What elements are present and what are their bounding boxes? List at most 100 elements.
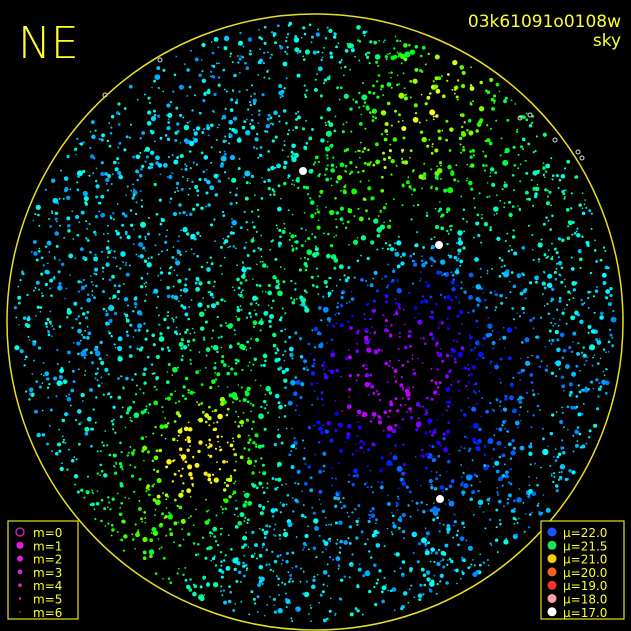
star	[424, 177, 427, 180]
star	[601, 379, 607, 385]
star	[188, 588, 193, 592]
star	[461, 556, 463, 559]
star	[279, 366, 283, 370]
star	[301, 127, 306, 131]
star	[404, 472, 407, 475]
star	[492, 347, 495, 350]
star	[367, 519, 371, 524]
star	[564, 167, 567, 170]
star	[117, 395, 122, 400]
star	[596, 340, 602, 345]
star	[530, 179, 533, 182]
star	[148, 101, 151, 104]
star	[232, 490, 237, 495]
star	[358, 121, 363, 126]
star	[314, 247, 319, 252]
star	[378, 399, 382, 402]
star	[510, 509, 515, 513]
star	[446, 327, 450, 330]
star	[159, 136, 163, 140]
star	[473, 236, 475, 239]
star	[521, 137, 526, 142]
star	[167, 112, 173, 118]
star	[153, 113, 157, 117]
star	[305, 119, 308, 122]
sky-label: sky	[593, 31, 621, 51]
star	[330, 177, 333, 180]
star	[250, 369, 253, 372]
star	[119, 506, 122, 509]
star	[455, 95, 459, 99]
star	[239, 455, 244, 460]
star	[265, 524, 269, 528]
star	[432, 510, 439, 516]
star	[518, 488, 521, 490]
star	[570, 256, 573, 259]
star	[582, 355, 585, 358]
star	[540, 238, 543, 241]
star	[435, 187, 439, 191]
star	[296, 176, 300, 181]
magnitude-marker	[19, 611, 21, 613]
star	[66, 216, 71, 221]
star	[416, 231, 419, 234]
star	[221, 114, 227, 120]
star	[76, 188, 80, 192]
star	[370, 513, 376, 518]
star	[220, 346, 223, 349]
star	[241, 545, 245, 550]
star	[347, 355, 352, 360]
star	[113, 471, 118, 475]
star	[436, 340, 439, 343]
star	[182, 573, 185, 577]
star	[273, 442, 277, 447]
star	[267, 186, 271, 191]
star	[145, 405, 148, 408]
star	[220, 402, 225, 406]
magnitude-marker	[17, 555, 23, 562]
star	[311, 233, 314, 236]
star	[105, 246, 110, 250]
star	[213, 280, 216, 283]
star	[281, 94, 284, 98]
star	[489, 542, 492, 545]
star	[237, 515, 239, 518]
star	[266, 51, 269, 54]
star	[179, 253, 182, 257]
star	[342, 189, 347, 195]
star	[505, 470, 509, 475]
star	[350, 564, 353, 567]
star	[330, 184, 333, 187]
star	[121, 519, 126, 524]
star	[40, 373, 43, 376]
star	[85, 354, 88, 357]
star	[492, 448, 496, 451]
star	[231, 177, 237, 183]
star	[276, 348, 280, 352]
star	[423, 299, 426, 301]
star	[305, 291, 308, 294]
star	[475, 284, 482, 290]
star	[335, 45, 338, 49]
star	[119, 267, 122, 270]
star	[54, 451, 59, 456]
star	[533, 462, 537, 465]
star	[446, 470, 448, 473]
star	[262, 491, 266, 494]
star	[413, 306, 418, 310]
star	[547, 312, 551, 316]
star	[597, 395, 600, 398]
star	[433, 560, 436, 564]
star	[441, 94, 446, 99]
star	[184, 438, 187, 441]
star	[100, 171, 105, 177]
star	[142, 392, 145, 395]
star	[287, 521, 293, 528]
star	[459, 259, 464, 264]
star	[186, 214, 188, 216]
star	[529, 442, 533, 445]
star	[296, 73, 301, 78]
star	[237, 570, 242, 574]
star	[14, 345, 20, 351]
star	[245, 241, 248, 244]
